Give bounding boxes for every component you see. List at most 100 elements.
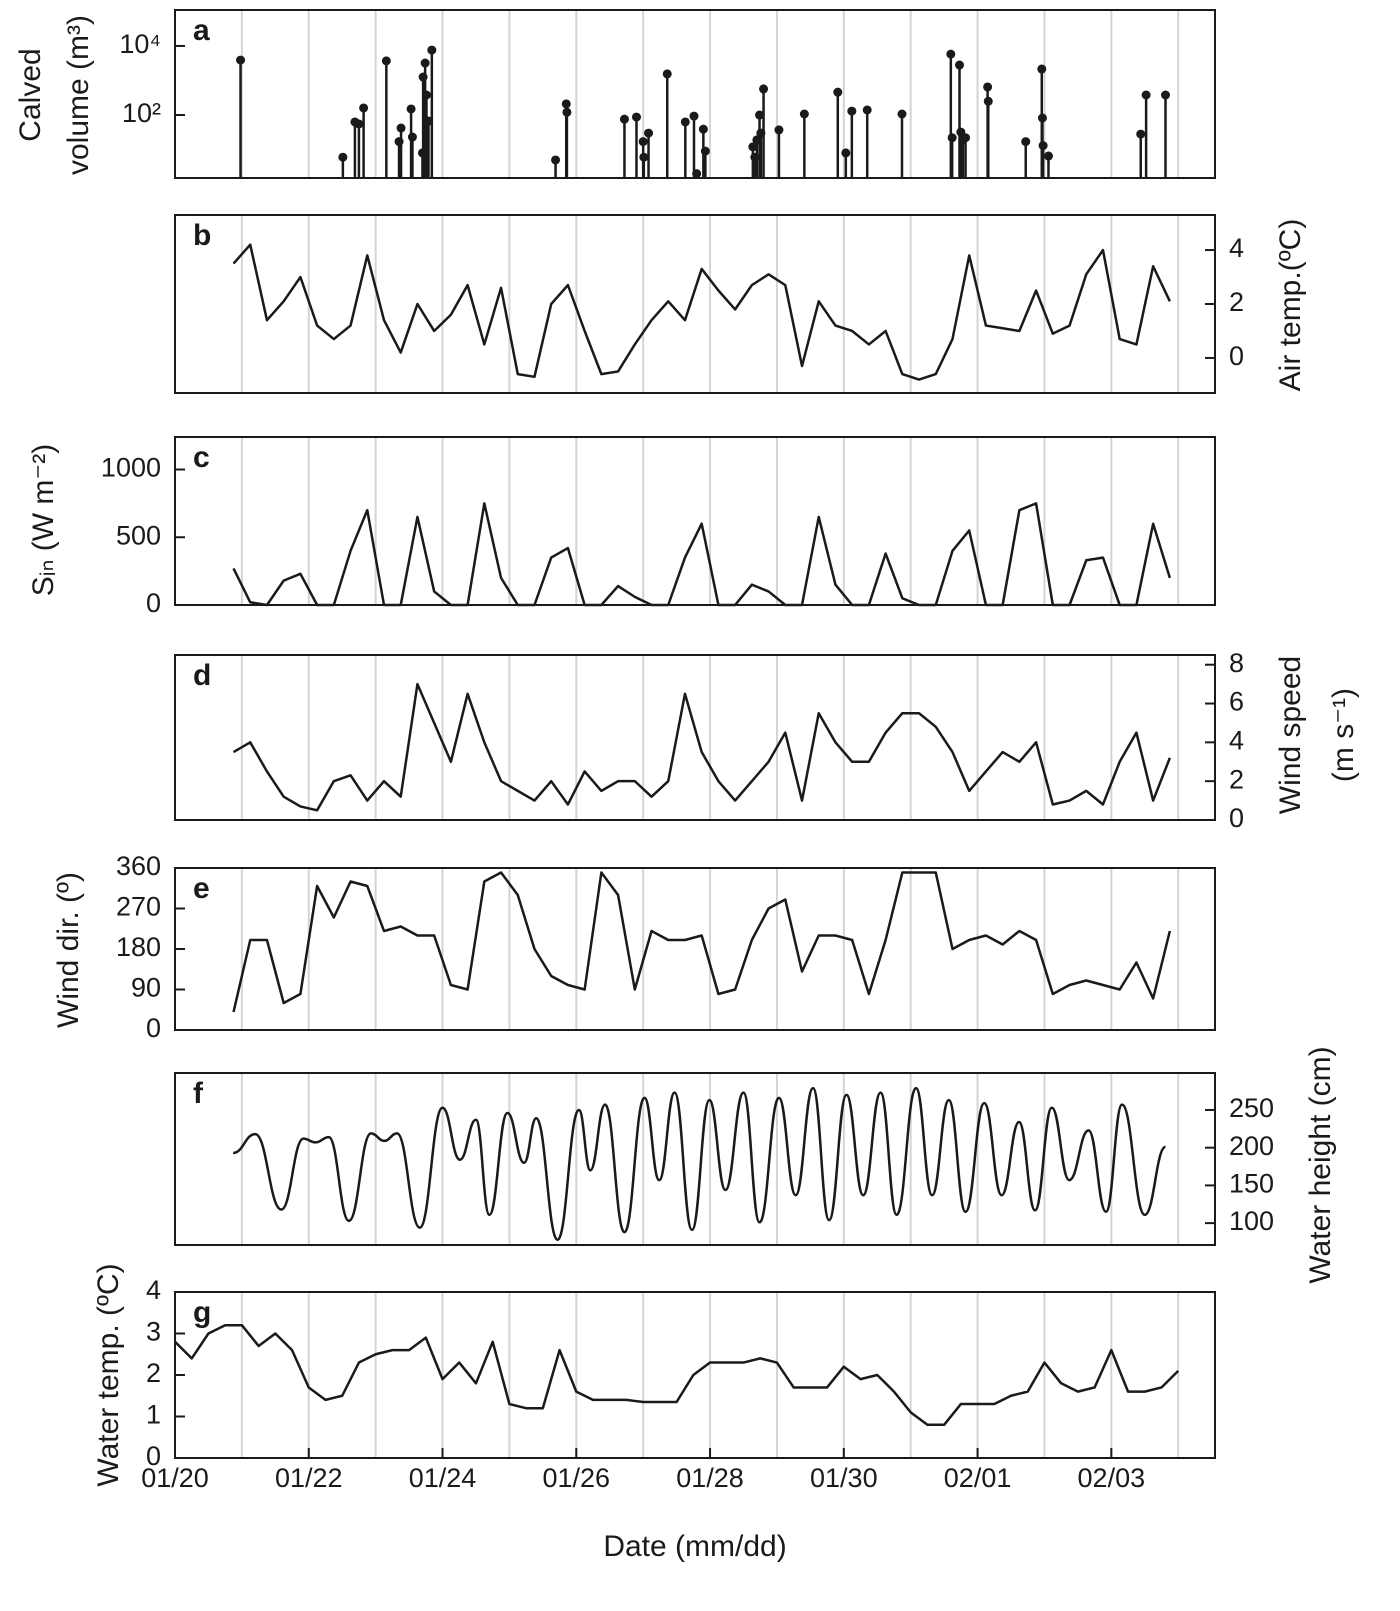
y-axis-label: Air temp.(ºC)	[1274, 219, 1307, 392]
stem-head	[551, 155, 561, 165]
x-tick-label: 01/24	[409, 1463, 477, 1493]
plot-frame	[174, 654, 1216, 821]
stem-head	[1136, 129, 1146, 139]
y-tick-label: 3	[146, 1317, 161, 1347]
y-tick-label: 2	[1229, 287, 1244, 317]
stem-head	[420, 58, 430, 68]
stem-head	[1141, 90, 1151, 100]
y-tick-label: 150	[1229, 1169, 1274, 1199]
plot-frame	[174, 1291, 1216, 1459]
series-line	[232, 502, 1172, 607]
y-tick-label: 250	[1229, 1093, 1274, 1123]
y-tick-label: 1	[146, 1400, 161, 1430]
stem-head	[638, 137, 648, 147]
stem-head	[841, 148, 851, 158]
panel-label: d	[193, 659, 211, 692]
panel-label: g	[193, 1296, 211, 1329]
plot-frame	[174, 1072, 1216, 1246]
stem-head	[748, 142, 758, 152]
stem-head	[1037, 113, 1047, 123]
stem-head	[338, 152, 348, 162]
stem-head	[847, 106, 857, 116]
y-tick-label: 360	[116, 851, 161, 881]
x-tick-label: 01/22	[275, 1463, 343, 1493]
y-tick-label: 1000	[101, 453, 161, 483]
plot-frame	[174, 9, 1216, 179]
stem-head	[1038, 141, 1048, 151]
panel: 0 2 4 6 8 d Wind speed (m s⁻¹)	[174, 648, 1360, 833]
y-tick-label: 90	[131, 973, 161, 1003]
stem-head	[407, 132, 417, 142]
stem-head	[692, 169, 702, 179]
x-tick-label: 01/28	[676, 1463, 744, 1493]
y-tick-label: 4	[1229, 725, 1244, 755]
stem-head	[755, 110, 765, 120]
plot-frame	[174, 867, 1216, 1031]
stem-head	[236, 55, 246, 65]
y-tick-label: 500	[116, 520, 161, 550]
y-tick-label: 4	[146, 1275, 161, 1305]
stem-head	[947, 133, 957, 143]
plot-frame	[174, 214, 1216, 394]
y-tick-label: 200	[1229, 1131, 1274, 1161]
stem-head	[381, 56, 391, 66]
panel-label: e	[193, 872, 210, 905]
y-axis-label: volume (m³)	[62, 15, 95, 175]
panel: 0 500 1000 c Sᵢₙ (W m⁻²)	[27, 436, 1216, 618]
stem-head	[1161, 90, 1171, 100]
y-axis-label: Calved	[14, 48, 47, 141]
panel-label: b	[193, 219, 211, 252]
x-tick-label: 01/20	[141, 1463, 209, 1493]
stem-head	[396, 123, 406, 133]
stem-head	[955, 60, 965, 70]
x-tick-label: 02/01	[944, 1463, 1012, 1493]
stem-head	[759, 84, 769, 94]
stem-head	[774, 125, 784, 135]
y-tick-label: 0	[146, 1013, 161, 1043]
stem-head	[619, 114, 629, 124]
stem-head	[689, 111, 699, 121]
stem-head	[644, 128, 654, 138]
y-axis-label: Wind speed	[1274, 656, 1307, 814]
y-axis-label: (m s⁻¹)	[1327, 688, 1360, 782]
stem-head	[561, 99, 571, 109]
stem-head	[427, 45, 437, 55]
x-tick-label: 01/26	[542, 1463, 610, 1493]
y-tick-label: 0	[146, 588, 161, 618]
series-line	[174, 1323, 1180, 1427]
x-tick-label: 01/30	[810, 1463, 878, 1493]
stem-head	[983, 96, 993, 106]
y-tick-label: 0	[146, 1441, 161, 1471]
y-tick-label: 270	[116, 892, 161, 922]
series-line	[232, 1086, 1167, 1241]
x-tick-label: 02/03	[1078, 1463, 1146, 1493]
stem-head	[946, 49, 956, 59]
stem-head	[700, 146, 710, 156]
stem-head	[897, 109, 907, 119]
stem-head	[406, 104, 416, 114]
stem-head	[631, 112, 641, 122]
y-axis-label: Sᵢₙ (W m⁻²)	[27, 444, 60, 596]
panel: 0 1 2 3 4 01/20 01/22 01/24 01/26 01/28 01/30 02/01…	[92, 1263, 1216, 1563]
y-tick-label: 8	[1229, 648, 1244, 678]
stem-head	[833, 87, 843, 97]
stem-head	[354, 119, 364, 129]
stem-head	[359, 103, 369, 113]
y-axis-label: Water temp. (ºC)	[92, 1263, 125, 1486]
panel: 0 90 180 270 360 e Wind dir. (º)	[52, 851, 1216, 1043]
series-line	[232, 243, 1171, 381]
y-axis-label: Wind dir. (º)	[52, 872, 85, 1028]
y-tick-label: 2	[146, 1358, 161, 1388]
panel-label: a	[193, 14, 210, 47]
stem-head	[662, 69, 672, 79]
y-tick-label: 0	[1229, 803, 1244, 833]
stem-head	[961, 133, 971, 143]
stem-head	[639, 152, 649, 162]
stem-head	[421, 90, 431, 100]
y-tick-label: 100	[1229, 1206, 1274, 1236]
y-tick-label: 0	[1229, 341, 1244, 371]
y-tick-label: 10²	[122, 98, 161, 128]
stem-head	[799, 109, 809, 119]
panel: 100 150 200 250 f Water height (cm)	[174, 1046, 1337, 1284]
